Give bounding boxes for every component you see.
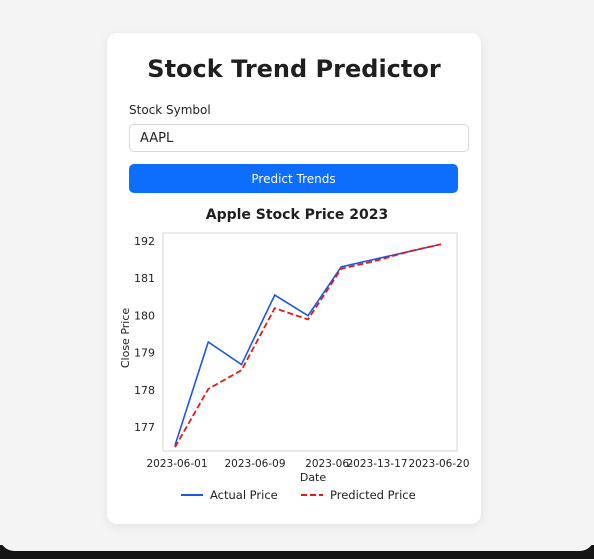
y-tick-label: 180: [134, 309, 155, 322]
y-tick-label: 177: [134, 421, 155, 434]
page-title: Stock Trend Predictor: [147, 55, 441, 83]
x-tick-label: 2023-06-01: [146, 458, 207, 470]
y-tick-label: 192: [134, 235, 155, 248]
price-chart: Apple Stock Price 2023 177 178 179 180 181 19…: [119, 207, 470, 502]
predicted-price-line: [174, 243, 442, 448]
window-bottom-edge: [0, 537, 594, 551]
stock-symbol-input[interactable]: [129, 124, 469, 152]
x-axis: 2023-06-01 2023-06-09 2023-06-2023-13-17 20…: [146, 458, 469, 470]
x-axis-label: Date: [300, 471, 327, 484]
y-tick-label: 181: [134, 272, 155, 285]
series-lines: [174, 243, 442, 448]
stock-symbol-label: Stock Symbol: [129, 103, 211, 117]
x-tick-label: 2023-06-: [305, 458, 353, 470]
legend-predicted-label: Predicted Price: [330, 488, 416, 502]
chart-title: Apple Stock Price 2023: [206, 207, 389, 223]
x-tick-label: 2023-13-17: [346, 458, 407, 470]
x-tick-label: 2023-06-20: [408, 458, 469, 470]
actual-price-line: [174, 243, 442, 446]
y-tick-label: 178: [134, 384, 155, 397]
predictor-card: Stock Trend Predictor Stock Symbol Predi…: [107, 33, 481, 524]
y-axis: 177 178 179 180 181 192: [134, 235, 155, 434]
chart-legend: Actual Price Predicted Price: [181, 488, 416, 502]
x-tick-label: 2023-06-09: [224, 458, 285, 470]
y-axis-label: Close Price: [119, 308, 132, 369]
predict-trends-button[interactable]: Predict Trends: [129, 164, 458, 193]
plot-area: [162, 232, 458, 452]
y-tick-label: 179: [134, 347, 155, 360]
legend-actual-label: Actual Price: [210, 488, 278, 502]
